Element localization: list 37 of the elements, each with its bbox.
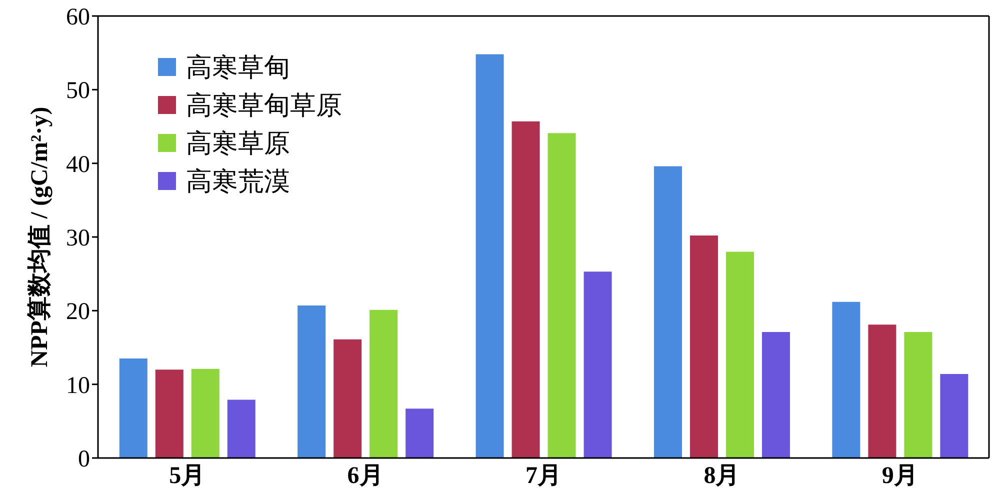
legend-label: 高寒荒漠 bbox=[186, 166, 290, 198]
bar bbox=[690, 236, 718, 458]
x-tick-label: 8月 bbox=[704, 463, 740, 490]
bar bbox=[191, 368, 220, 458]
bar bbox=[832, 302, 860, 458]
bar bbox=[904, 332, 932, 458]
y-tick-label: 30 bbox=[66, 226, 90, 252]
bar bbox=[334, 339, 362, 458]
bar bbox=[584, 272, 612, 458]
bar bbox=[370, 310, 398, 458]
bar bbox=[119, 358, 148, 458]
bar bbox=[868, 324, 896, 458]
bar bbox=[726, 252, 754, 458]
bar bbox=[227, 400, 256, 458]
y-axis-title: NPP算数均值 / (gC/m²·y) bbox=[26, 106, 53, 368]
x-tick-label: 6月 bbox=[347, 463, 384, 490]
bar bbox=[654, 166, 682, 458]
x-tick-label: 7月 bbox=[526, 463, 562, 490]
bar bbox=[476, 54, 504, 458]
bar bbox=[406, 408, 434, 458]
bar bbox=[940, 374, 968, 458]
y-tick-label: 40 bbox=[66, 152, 90, 178]
bar bbox=[762, 332, 790, 458]
bar bbox=[155, 370, 184, 458]
y-tick-label: 60 bbox=[66, 4, 90, 31]
bar bbox=[298, 306, 326, 458]
legend-label: 高寒草甸草原 bbox=[186, 90, 342, 122]
bar bbox=[548, 133, 576, 458]
bar bbox=[512, 121, 540, 458]
legend-label: 高寒草甸 bbox=[186, 52, 290, 84]
y-tick-label: 50 bbox=[66, 78, 90, 104]
y-tick-label: 10 bbox=[66, 372, 90, 399]
legend-label: 高寒草原 bbox=[186, 128, 290, 160]
x-tick-label: 9月 bbox=[882, 463, 918, 490]
y-tick-label: 20 bbox=[66, 299, 90, 326]
x-tick-label: 5月 bbox=[169, 463, 206, 490]
y-tick-label: 0 bbox=[78, 446, 90, 473]
